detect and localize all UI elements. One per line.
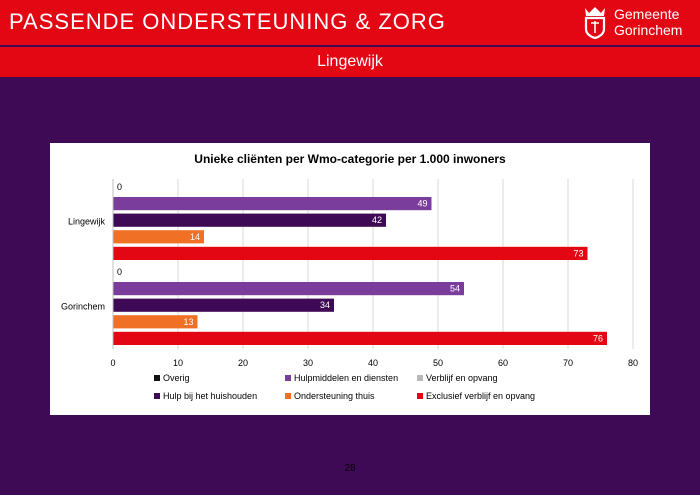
header-bar: PASSENDE ONDERSTEUNING & ZORG Gemeente G…: [0, 0, 700, 45]
legend: Overig Hulpmiddelen en diensten Verblijf e…: [154, 373, 535, 401]
legend-swatch: [285, 393, 291, 399]
chart-title: Unieke cliënten per Wmo-categorie per 1.…: [194, 152, 506, 166]
bar-ondersteuning-thuis: [113, 315, 198, 329]
data-label: 76: [593, 333, 603, 343]
legend-label: Exclusief verblijf en opvang: [426, 391, 535, 401]
x-tick-label: 30: [303, 358, 313, 368]
bar-chart: Unieke cliënten per Wmo-categorie per 1.…: [61, 152, 638, 401]
data-label: 49: [417, 199, 427, 209]
category-label: Gorinchem: [61, 302, 105, 312]
data-label: 0: [117, 267, 122, 277]
x-tick-label: 0: [110, 358, 115, 368]
data-label: 13: [183, 317, 193, 327]
x-tick-label: 10: [173, 358, 183, 368]
bar-ondersteuning-thuis: [113, 230, 204, 244]
axes: 0 10 20 30 40 50 60 70 80 Lingewijk Gorinchem: [61, 179, 638, 368]
x-tick-label: 50: [433, 358, 443, 368]
gemeente-gorinchem-logo: Gemeente Gorinchem: [582, 5, 694, 41]
data-label: 42: [372, 215, 382, 225]
legend-swatch: [154, 393, 160, 399]
page-number: 28: [344, 463, 356, 474]
x-tick-label: 80: [628, 358, 638, 368]
logo-line-1: Gemeente: [614, 6, 680, 22]
chart-container: Unieke cliënten per Wmo-categorie per 1.…: [50, 143, 650, 415]
category-label: Lingewijk: [68, 217, 106, 227]
data-label: 73: [573, 248, 583, 258]
x-tick-label: 40: [368, 358, 378, 368]
legend-label: Hulpmiddelen en diensten: [294, 373, 398, 383]
legend-swatch: [154, 375, 160, 381]
page-title: PASSENDE ONDERSTEUNING & ZORG: [9, 9, 446, 34]
subheader-title: Lingewijk: [317, 53, 383, 70]
data-label: 34: [320, 300, 330, 310]
data-label: 54: [450, 284, 460, 294]
legend-swatch: [417, 375, 423, 381]
data-label: 0: [117, 182, 122, 192]
bar-hulpmiddelen-en-diensten: [113, 282, 464, 296]
bar-hulpmiddelen-en-diensten: [113, 197, 432, 211]
subheader-bar: Lingewijk: [0, 47, 700, 77]
x-tick-label: 70: [563, 358, 573, 368]
legend-label: Ondersteuning thuis: [294, 391, 375, 401]
x-tick-label: 20: [238, 358, 248, 368]
legend-label: Verblijf en opvang: [426, 373, 498, 383]
bar-hulp-bij-het-huishouden: [113, 298, 334, 312]
bar-exclusief-verblijf-en-opvang: [113, 246, 588, 260]
bars: 0 49 42 14 73 0 54 34 13 76: [113, 182, 607, 345]
data-label: 14: [190, 232, 200, 242]
logo-text: Gemeente Gorinchem: [614, 6, 682, 38]
legend-label: Hulp bij het huishouden: [163, 391, 257, 401]
x-tick-label: 60: [498, 358, 508, 368]
crown-shield-icon: [584, 7, 606, 40]
bar-exclusief-verblijf-en-opvang: [113, 331, 607, 345]
bar-hulp-bij-het-huishouden: [113, 213, 386, 227]
logo-line-2: Gorinchem: [614, 22, 683, 38]
legend-swatch: [285, 375, 291, 381]
legend-swatch: [417, 393, 423, 399]
legend-label: Overig: [163, 373, 190, 383]
